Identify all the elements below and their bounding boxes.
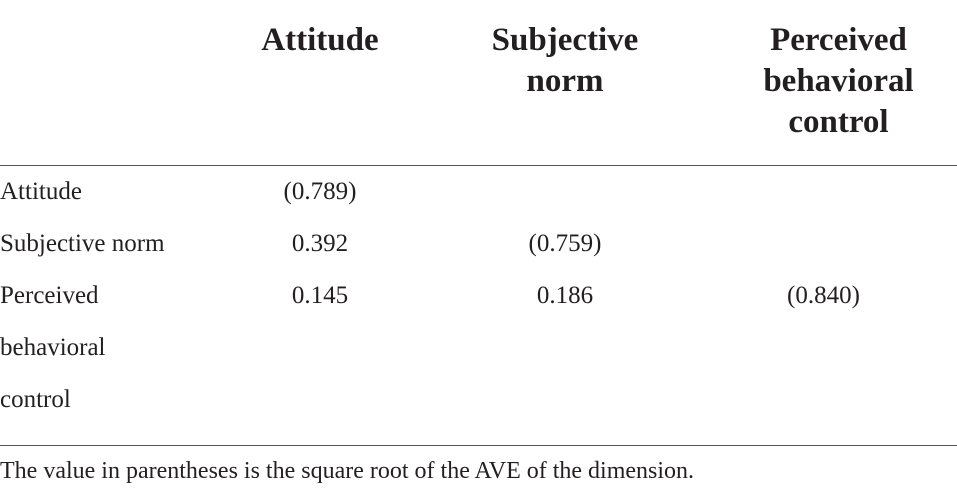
table-cell: (0.840) xyxy=(690,270,957,446)
table-cell: 0.145 xyxy=(200,270,440,446)
row-label: Subjective norm xyxy=(0,230,165,257)
table-header: Attitude Subjective norm Perceived behav… xyxy=(0,0,957,166)
empty-cell xyxy=(690,166,957,219)
table-row: Subjective norm 0.392 (0.759) xyxy=(0,218,957,270)
header-cell xyxy=(0,0,200,166)
empty-cell xyxy=(440,166,690,219)
header-cell: Subjective norm xyxy=(440,0,690,166)
table-note: The value in parentheses is the square r… xyxy=(0,458,695,484)
table-cell: 0.186 xyxy=(440,270,690,446)
row-label: Perceived behavioral control xyxy=(0,270,200,446)
empty-cell xyxy=(690,218,957,270)
header-cell: Perceived behavioral control xyxy=(690,0,957,166)
table: Attitude Subjective norm Perceived behav… xyxy=(0,0,957,446)
header-cell: Attitude xyxy=(200,0,440,166)
table-row: Perceived behavioral control 0.145 0.186 (0… xyxy=(0,270,957,446)
row-label: Attitude xyxy=(0,178,82,205)
table-cell: (0.789) xyxy=(283,178,357,205)
table-body: Attitude (0.789) Subjective norm 0.392 (0.75… xyxy=(0,166,957,446)
header-row: Attitude Subjective norm Perceived behav… xyxy=(0,0,957,166)
table-cell: 0.392 xyxy=(291,230,349,257)
table-row: Attitude (0.789) xyxy=(0,166,957,219)
table-cell: (0.759) xyxy=(528,230,602,257)
